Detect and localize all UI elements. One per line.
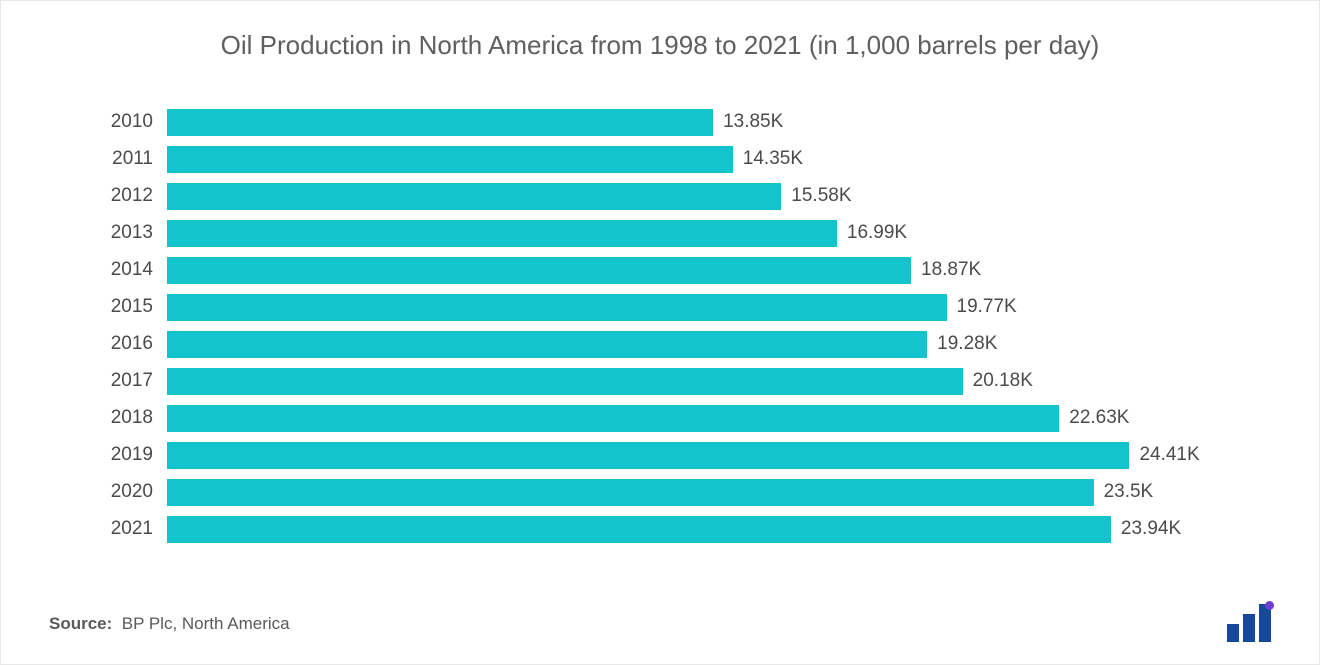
bar-value-label: 14.35K	[733, 148, 803, 170]
bar-row: 2010 13.85K	[105, 109, 1271, 136]
bar-track: 20.18K	[167, 368, 1271, 395]
bar-value-label: 18.87K	[911, 259, 981, 281]
bar-row: 2020 23.5K	[105, 479, 1271, 506]
bar-fill	[167, 294, 947, 321]
bar-value-label: 23.94K	[1111, 518, 1181, 540]
bar-row: 2018 22.63K	[105, 405, 1271, 432]
bar-fill	[167, 442, 1129, 469]
bar-fill	[167, 368, 963, 395]
category-label: 2013	[105, 222, 167, 244]
source-prefix: Source:	[49, 614, 112, 633]
category-label: 2012	[105, 185, 167, 207]
bar-row: 2011 14.35K	[105, 146, 1271, 173]
category-label: 2011	[105, 148, 167, 170]
bar-track: 13.85K	[167, 109, 1271, 136]
bar-value-label: 20.18K	[963, 370, 1033, 392]
bar-fill	[167, 516, 1111, 543]
bar-fill	[167, 146, 733, 173]
bar-track: 14.35K	[167, 146, 1271, 173]
bar-fill	[167, 257, 911, 284]
category-label: 2018	[105, 407, 167, 429]
bar-value-label: 19.28K	[927, 333, 997, 355]
bar-row: 2019 24.41K	[105, 442, 1271, 469]
bar-track: 18.87K	[167, 257, 1271, 284]
bar-value-label: 15.58K	[781, 185, 851, 207]
bar-series: 2010 13.85K 2011 14.35K 2012 15.58K 2013 16.99K…	[49, 109, 1271, 543]
logo-bar-icon	[1243, 614, 1255, 642]
logo-bar-icon	[1227, 624, 1239, 642]
bar-value-label: 13.85K	[713, 111, 783, 133]
bar-row: 2014 18.87K	[105, 257, 1271, 284]
category-label: 2017	[105, 370, 167, 392]
bar-row: 2016 19.28K	[105, 331, 1271, 358]
bar-value-label: 24.41K	[1129, 444, 1199, 466]
bar-track: 15.58K	[167, 183, 1271, 210]
category-label: 2020	[105, 481, 167, 503]
bar-fill	[167, 183, 781, 210]
publisher-logo	[1227, 604, 1271, 642]
bar-value-label: 19.77K	[947, 296, 1017, 318]
bar-fill	[167, 109, 713, 136]
bar-value-label: 22.63K	[1059, 407, 1129, 429]
category-label: 2016	[105, 333, 167, 355]
category-label: 2019	[105, 444, 167, 466]
bar-track: 23.5K	[167, 479, 1271, 506]
bar-track: 16.99K	[167, 220, 1271, 247]
bar-value-label: 16.99K	[837, 222, 907, 244]
bar-track: 19.28K	[167, 331, 1271, 358]
bar-track: 24.41K	[167, 442, 1271, 469]
bar-fill	[167, 405, 1059, 432]
bar-row: 2017 20.18K	[105, 368, 1271, 395]
logo-bar-icon	[1259, 604, 1271, 642]
bar-fill	[167, 479, 1094, 506]
bar-row: 2021 23.94K	[105, 516, 1271, 543]
bar-fill	[167, 331, 927, 358]
bar-row: 2015 19.77K	[105, 294, 1271, 321]
chart-title: Oil Production in North America from 199…	[110, 29, 1210, 63]
bar-value-label: 23.5K	[1094, 481, 1154, 503]
category-label: 2021	[105, 518, 167, 540]
bar-row: 2012 15.58K	[105, 183, 1271, 210]
category-label: 2014	[105, 259, 167, 281]
bar-track: 19.77K	[167, 294, 1271, 321]
source-text: BP Plc, North America	[122, 614, 290, 633]
bar-fill	[167, 220, 837, 247]
bar-row: 2013 16.99K	[105, 220, 1271, 247]
bar-track: 23.94K	[167, 516, 1271, 543]
bar-track: 22.63K	[167, 405, 1271, 432]
chart-container: Oil Production in North America from 199…	[0, 0, 1320, 665]
category-label: 2015	[105, 296, 167, 318]
source-citation: Source: BP Plc, North America	[49, 614, 290, 634]
category-label: 2010	[105, 111, 167, 133]
